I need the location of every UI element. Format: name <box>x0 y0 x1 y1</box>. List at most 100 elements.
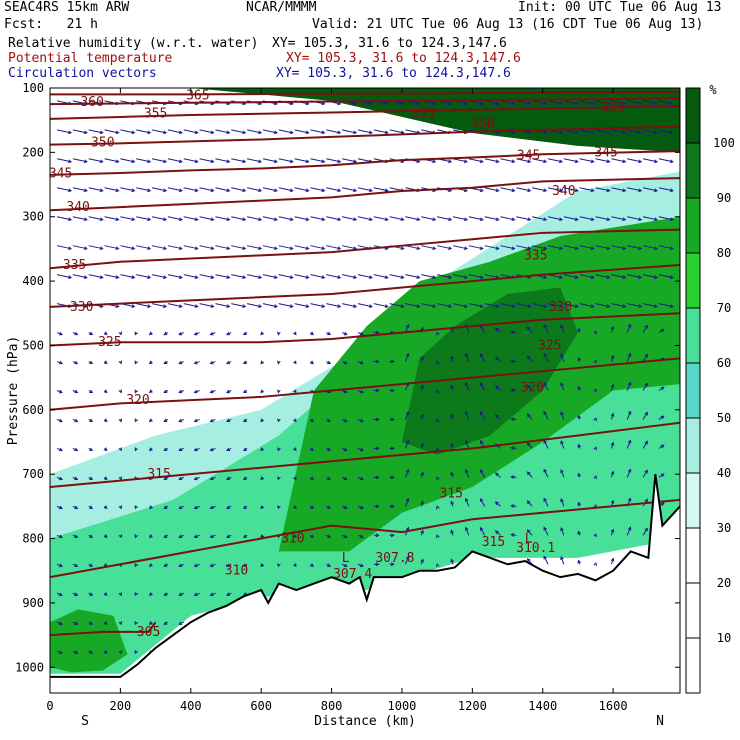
vector-387 <box>626 353 631 362</box>
vector-head-129 <box>258 188 263 193</box>
vector-head-508 <box>74 476 79 481</box>
vector-head-490 <box>405 439 410 444</box>
vector-head-487 <box>359 447 364 452</box>
vector-535 <box>495 472 501 478</box>
vector-145 <box>500 187 515 192</box>
vector-head-456 <box>480 411 484 415</box>
vector-255 <box>389 274 404 279</box>
vector-head-481 <box>260 447 265 452</box>
vector-head-113 <box>622 159 627 164</box>
vector-head-392 <box>89 389 94 394</box>
vector-head-540 <box>577 472 581 477</box>
vector-head-591 <box>148 534 153 538</box>
vector-head-664 <box>74 592 79 596</box>
vector-179 <box>421 216 436 221</box>
contour-label-0: 355 <box>411 107 434 122</box>
vector-234 <box>56 274 72 279</box>
vector-head-457 <box>494 414 499 419</box>
vector-head-250 <box>321 275 326 279</box>
org-label: NCAR/MMMM <box>246 0 317 15</box>
vector-head-588 <box>103 534 108 539</box>
vector-head-537 <box>526 471 531 476</box>
vector-head-340 <box>494 327 499 332</box>
vector-head-70 <box>558 130 564 135</box>
vector-35 <box>611 100 626 105</box>
vector-head-416 <box>464 381 469 386</box>
vector-451 <box>405 411 409 420</box>
vector-220 <box>452 245 468 250</box>
vector-head-381 <box>526 355 531 360</box>
vector-head-118 <box>83 188 88 193</box>
vector-296 <box>421 303 436 308</box>
vector-head-401 <box>226 389 230 394</box>
vector-head-578 <box>560 498 564 503</box>
vector-202 <box>167 245 183 250</box>
vector-head-104 <box>479 159 484 164</box>
vector-head-287 <box>289 304 294 308</box>
vector-223 <box>500 245 515 250</box>
vector-head-326 <box>276 331 281 336</box>
vector-head-48 <box>210 130 215 135</box>
vector-28 <box>500 100 515 105</box>
vector-72 <box>579 129 594 134</box>
vector-243 <box>199 274 214 279</box>
vector-200 <box>136 245 151 250</box>
vector-head-442 <box>260 418 265 423</box>
theta-label-325: 325 <box>98 335 121 350</box>
vector-head-116 <box>669 159 674 164</box>
model-title: SEAC4RS 15km ARW <box>4 0 130 15</box>
vector-head-234 <box>68 275 73 279</box>
vector-308 <box>611 303 626 308</box>
vector-head-152 <box>622 188 627 193</box>
vector-head-303 <box>543 304 548 308</box>
vector-86 <box>183 158 198 163</box>
y-axis-label: Pressure (hPa) <box>6 336 21 446</box>
vector-173 <box>326 216 341 221</box>
vector-head-576 <box>526 500 531 505</box>
vector-head-547 <box>74 505 79 510</box>
vector-head-609 <box>436 534 440 539</box>
vector-head-200 <box>147 246 152 251</box>
vector-head-672 <box>193 592 198 597</box>
vector-118 <box>72 187 87 192</box>
vector-209 <box>278 245 293 250</box>
vector-311 <box>658 303 673 308</box>
vector-head-371 <box>375 359 380 364</box>
vector-head-323 <box>226 331 230 336</box>
vector-head-204 <box>210 246 215 251</box>
vector-211 <box>310 245 325 250</box>
vector-270 <box>627 274 642 279</box>
theta-label-365: 365 <box>186 89 209 104</box>
vector-head-41 <box>99 130 104 135</box>
vector-head-560 <box>276 505 281 510</box>
vector-head-377 <box>464 352 469 357</box>
vector-226 <box>547 245 563 250</box>
vector-137 <box>373 187 388 192</box>
vector-head-535 <box>494 472 499 477</box>
vector-head-355 <box>118 360 123 365</box>
vector-head-602 <box>327 534 332 538</box>
vector-head-289 <box>321 304 326 308</box>
vector-head-418 <box>494 385 499 390</box>
vector-head-153 <box>638 188 643 193</box>
vector-head-192 <box>638 217 643 222</box>
vector-head-144 <box>495 188 500 193</box>
theta-contour-360 <box>50 97 680 106</box>
vector-head-35 <box>622 101 627 106</box>
vector-head-586 <box>74 534 79 539</box>
vector-191 <box>611 216 626 221</box>
vector-622 <box>642 528 648 536</box>
vector-344 <box>560 325 565 333</box>
vector-31 <box>547 100 563 105</box>
vector-head-245 <box>242 275 247 279</box>
vector-head-528 <box>390 475 395 480</box>
vector-259 <box>452 274 468 279</box>
vector-head-539 <box>560 469 564 474</box>
vector-head-517 <box>209 476 214 481</box>
vector-95 <box>326 158 341 163</box>
vector-head-443 <box>276 418 281 423</box>
terrain-fill <box>50 474 680 693</box>
vector-head-80 <box>99 159 104 164</box>
vector-120 <box>104 187 119 192</box>
vector-head-659 <box>610 557 615 562</box>
